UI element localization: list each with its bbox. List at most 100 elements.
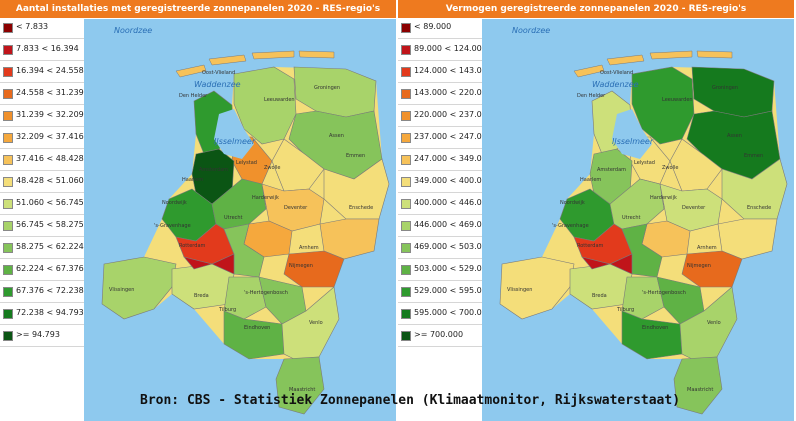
legend-swatch xyxy=(401,155,411,165)
place-label: Arnhem xyxy=(299,245,319,251)
legend-row: 143.000 < 220.000 xyxy=(398,85,492,105)
place-label: Rotterdam xyxy=(577,243,604,249)
place-label: Oost-Vlieland xyxy=(202,70,235,76)
right-panel-title: Vermogen geregistreerde zonnepanelen 202… xyxy=(398,0,794,18)
water-label: IJsselmeer xyxy=(214,137,256,146)
place-label: Tilburg xyxy=(218,307,236,313)
legend-swatch xyxy=(3,309,13,319)
place-label: Deventer xyxy=(682,205,706,211)
place-label: Den Helder xyxy=(179,93,208,99)
legend-label: 58.275 < 62.224 xyxy=(16,242,84,251)
legend-row: 32.209 < 37.416 xyxy=(0,129,84,149)
legend-row: 72.238 < 94.793 xyxy=(0,305,84,325)
place-label: Utrecht xyxy=(224,215,243,221)
place-label: Deventer xyxy=(284,205,308,211)
legend-swatch xyxy=(401,177,411,187)
left-regions xyxy=(101,50,390,415)
legend-label: 48.428 < 51.060 xyxy=(16,176,84,185)
source-caption: Bron: CBS - Statistiek Zonnepanelen (Kli… xyxy=(140,393,681,408)
place-label: Vlissingen xyxy=(109,287,134,293)
place-label: Tilburg xyxy=(616,307,634,313)
legend-row: < 89.000 xyxy=(398,19,482,39)
legend-label: 349.000 < 400.000 xyxy=(414,176,492,185)
legend-label: 72.238 < 94.793 xyxy=(16,308,84,317)
legend-label: 220.000 < 237.000 xyxy=(414,110,492,119)
legend-label: 51.060 < 56.745 xyxy=(16,198,84,207)
legend-label: 89.000 < 124.000 xyxy=(414,44,487,53)
region-noord-limburg xyxy=(679,286,738,360)
left-legend: < 7.833 7.833 < 16.394 16.394 < 24.558 24.5… xyxy=(0,19,85,350)
legend-label: 595.000 < 700.000 xyxy=(414,308,492,317)
legend-label: 237.000 < 247.000 xyxy=(414,132,492,141)
place-label: Harderwijk xyxy=(252,195,279,201)
legend-label: >= 94.793 xyxy=(16,330,60,339)
place-label: Leeuwarden xyxy=(662,97,693,103)
legend-row: 58.275 < 62.224 xyxy=(0,239,84,259)
place-label: Eindhoven xyxy=(244,325,270,331)
legend-row: 469.000 < 503.000 xyxy=(398,239,492,259)
legend-swatch xyxy=(401,89,411,99)
place-label: Amsterdam xyxy=(199,167,228,173)
place-label: Zwolle xyxy=(662,165,678,171)
legend-row: < 7.833 xyxy=(0,19,84,39)
legend-label: 469.000 < 503.000 xyxy=(414,242,492,251)
legend-swatch xyxy=(401,67,411,77)
legend-row: >= 94.793 xyxy=(0,327,84,347)
region-zeeland xyxy=(101,256,177,320)
place-label: Oost-Vlieland xyxy=(600,70,633,76)
legend-label: 16.394 < 24.558 xyxy=(16,66,84,75)
legend-label: 37.416 < 48.428 xyxy=(16,154,84,163)
ijsselmeer-water xyxy=(612,109,652,159)
legend-swatch xyxy=(401,331,411,341)
place-label: Zwolle xyxy=(264,165,280,171)
legend-label: 24.558 < 31.239 xyxy=(16,88,84,97)
place-label: Breda xyxy=(194,293,209,299)
legend-label: 247.000 < 349.000 xyxy=(414,154,492,163)
wadden-island xyxy=(606,54,645,66)
legend-swatch xyxy=(401,265,411,275)
wadden-island xyxy=(649,50,693,60)
region-zeeland xyxy=(499,256,575,320)
legend-row: 237.000 < 247.000 xyxy=(398,129,492,149)
legend-swatch xyxy=(3,133,13,143)
place-label: Utrecht xyxy=(622,215,641,221)
legend-swatch xyxy=(3,221,13,231)
legend-swatch xyxy=(401,45,411,55)
region-hart-brabant xyxy=(223,276,267,320)
place-label: Enschede xyxy=(349,205,373,211)
place-label: 's-Hertogenbosch xyxy=(642,290,686,296)
place-label: Enschede xyxy=(747,205,771,211)
place-label: Rotterdam xyxy=(179,243,206,249)
legend-swatch xyxy=(3,199,13,209)
region-midden-holland xyxy=(183,253,235,275)
wadden-island xyxy=(251,50,295,60)
legend-label: < 7.833 xyxy=(16,22,49,31)
legend-swatch xyxy=(3,67,13,77)
place-label: Noordwijk xyxy=(162,200,187,206)
water-label: IJsselmeer xyxy=(612,137,654,146)
region-twente xyxy=(721,158,788,220)
left-place-labels: Noordzee Waddenzee IJsselmeer Oost-Vlieland… xyxy=(109,26,373,393)
right-map: Noordzee Waddenzee IJsselmeer Oost-Vlieland… xyxy=(482,19,794,421)
legend-row: >= 700.000 xyxy=(398,327,482,347)
place-label: Venlo xyxy=(309,320,323,326)
place-label: Maastricht xyxy=(289,387,315,393)
legend-swatch xyxy=(401,243,411,253)
wadden-island xyxy=(298,50,335,59)
legend-label: 31.239 < 32.209 xyxy=(16,110,84,119)
place-label: Den Helder xyxy=(577,93,606,99)
legend-row: 349.000 < 400.000 xyxy=(398,173,492,193)
wadden-island xyxy=(696,50,733,59)
place-label: 's-Gravenhage xyxy=(154,223,191,229)
place-label: Haarlem xyxy=(182,177,203,183)
legend-row: 220.000 < 237.000 xyxy=(398,107,492,127)
place-label: Emmen xyxy=(744,153,763,159)
wadden-island xyxy=(573,64,605,78)
region-zuid-limburg xyxy=(673,356,723,415)
legend-row: 247.000 < 349.000 xyxy=(398,151,492,171)
legend-row: 446.000 < 469.000 xyxy=(398,217,492,237)
place-label: Venlo xyxy=(707,320,721,326)
legend-row: 48.428 < 51.060 xyxy=(0,173,84,193)
place-label: Vlissingen xyxy=(507,287,532,293)
legend-swatch xyxy=(3,155,13,165)
